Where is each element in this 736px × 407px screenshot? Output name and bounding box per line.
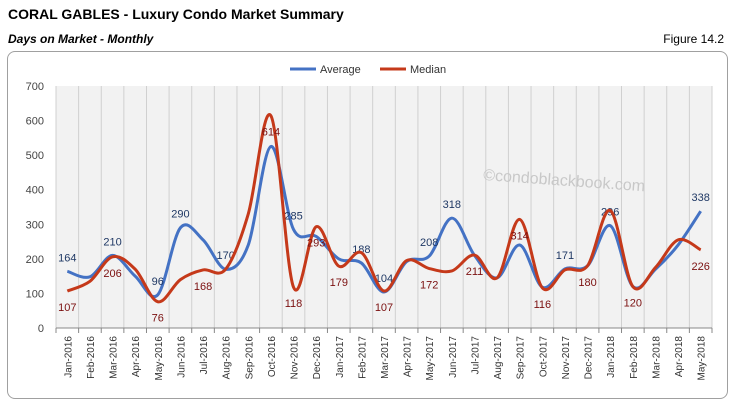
x-tick-label: Mar-2018 <box>651 336 662 379</box>
data-label: 226 <box>692 261 710 273</box>
x-tick-label: Nov-2017 <box>561 336 572 380</box>
data-label: 96 <box>152 276 164 288</box>
x-tick-label: Jan-2018 <box>606 336 617 378</box>
data-label: 172 <box>420 280 438 292</box>
data-label: 164 <box>58 252 76 264</box>
x-tick-label: Sep-2016 <box>244 336 255 380</box>
data-label: 118 <box>285 298 303 310</box>
x-tick-label: Aug-2016 <box>222 336 233 380</box>
data-label: 614 <box>262 127 280 139</box>
chart-frame <box>7 51 728 399</box>
chart-subtitle: Days on Market - Monthly <box>8 32 154 46</box>
data-label: 338 <box>692 192 710 204</box>
data-label: 76 <box>152 313 164 325</box>
y-tick-label: 500 <box>26 150 44 162</box>
x-tick-label: Sep-2017 <box>516 336 527 380</box>
chart-title: CORAL GABLES - Luxury Condo Market Summa… <box>8 6 344 22</box>
data-label: 120 <box>624 298 642 310</box>
data-label: 206 <box>103 268 121 280</box>
data-label: 210 <box>103 236 121 248</box>
x-tick-label: Apr-2017 <box>403 336 414 378</box>
y-tick-label: 100 <box>26 288 44 300</box>
data-label: 116 <box>534 299 552 311</box>
data-label: 285 <box>284 210 302 222</box>
data-label: 179 <box>330 277 348 289</box>
x-tick-label: Feb-2016 <box>86 336 97 379</box>
y-tick-label: 600 <box>26 116 44 128</box>
y-tick-label: 200 <box>26 254 44 266</box>
x-tick-label: Nov-2016 <box>290 336 301 380</box>
y-tick-label: 0 <box>38 323 44 335</box>
data-label: 293 <box>307 238 325 250</box>
x-tick-label: Jul-2017 <box>470 336 481 375</box>
x-tick-label: Jun-2016 <box>176 336 187 378</box>
series-line-median <box>66 113 702 304</box>
data-label: 314 <box>511 230 529 242</box>
x-tick-label: Feb-2017 <box>357 336 368 379</box>
x-tick-label: May-2017 <box>425 336 436 381</box>
y-tick-label: 300 <box>26 219 44 231</box>
y-tick-label: 400 <box>26 185 44 197</box>
x-tick-label: Apr-2018 <box>674 336 685 378</box>
x-tick-label: Oct-2017 <box>538 336 549 378</box>
data-label: 168 <box>194 281 212 293</box>
x-tick-label: May-2016 <box>154 336 165 381</box>
data-label: 107 <box>375 302 393 314</box>
y-tick-label: 700 <box>26 81 44 93</box>
x-tick-label: Feb-2018 <box>629 336 640 379</box>
x-tick-label: May-2018 <box>697 336 708 381</box>
plot-area <box>56 86 712 328</box>
x-tick-label: Mar-2017 <box>380 336 391 379</box>
x-tick-label: Jan-2016 <box>63 336 74 378</box>
x-tick-label: Dec-2016 <box>312 336 323 380</box>
x-tick-label: Jul-2016 <box>199 336 210 375</box>
legend-label: Median <box>410 64 446 76</box>
x-tick-label: Jun-2017 <box>448 336 459 378</box>
figure-number: Figure 14.2 <box>663 32 724 46</box>
data-label: 208 <box>420 237 438 249</box>
x-tick-label: Dec-2017 <box>584 336 595 380</box>
x-tick-label: Jan-2017 <box>335 336 346 378</box>
data-label: 211 <box>466 266 484 278</box>
legend-label: Average <box>320 64 361 76</box>
x-tick-label: Mar-2016 <box>109 336 120 379</box>
data-label: 318 <box>443 199 461 211</box>
data-label: 290 <box>171 209 189 221</box>
data-label: 104 <box>375 273 393 285</box>
x-tick-label: Aug-2017 <box>493 336 504 380</box>
data-label: 180 <box>578 277 596 289</box>
data-label: 107 <box>58 302 76 314</box>
x-tick-label: Apr-2016 <box>131 336 142 378</box>
x-tick-label: Oct-2016 <box>267 336 278 378</box>
data-label: 171 <box>556 250 574 262</box>
